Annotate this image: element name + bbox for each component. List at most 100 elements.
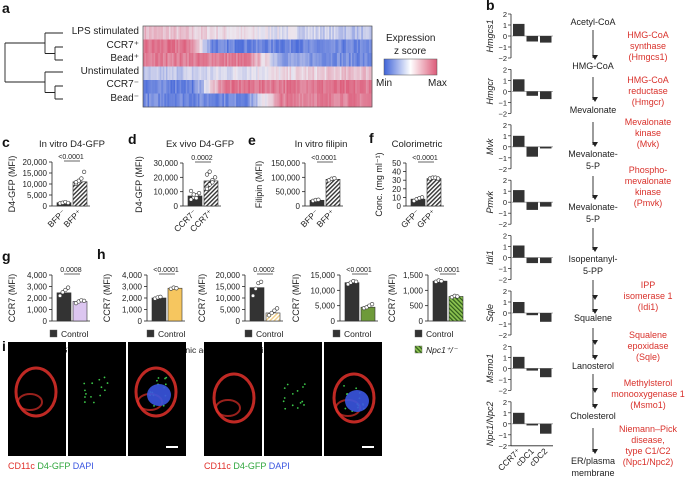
- heatmap-cell: [204, 93, 206, 108]
- heatmap-cell: [211, 53, 214, 67]
- heatmap-cell: [292, 80, 295, 94]
- d4-gfp-puncta: [164, 383, 167, 386]
- heatmap-cell: [147, 53, 150, 67]
- heatmap-cell: [295, 80, 298, 94]
- heatmap-cell: [368, 93, 371, 108]
- heatmap-cell: [152, 66, 154, 81]
- heatmap-cell: [158, 93, 161, 108]
- heatmap-cell: [346, 53, 348, 67]
- heatmap-cell: [284, 39, 287, 54]
- heatmap-cell: [214, 39, 217, 54]
- legend-swatch: [49, 329, 58, 338]
- legend-label: Control: [61, 329, 89, 339]
- heatmap-cell: [356, 39, 359, 54]
- heatmap-cell: [222, 93, 225, 108]
- heatmap-cell: [213, 53, 216, 67]
- heatmap-cell: [341, 80, 344, 94]
- heatmap-cell: [168, 39, 171, 54]
- heatmap-cell: [226, 80, 229, 94]
- heatmap-cell: [347, 66, 350, 81]
- chart-title: Colorimetric: [392, 139, 443, 150]
- heatmap-cell: [307, 93, 310, 108]
- heatmap-cell: [245, 53, 248, 67]
- heatmap-cell: [248, 93, 251, 108]
- heatmap-cell: [143, 39, 145, 54]
- heatmap-cell: [152, 26, 154, 40]
- heatmap-cell: [263, 93, 266, 108]
- heatmap-cell: [349, 26, 351, 40]
- heatmap-cell: [196, 80, 199, 94]
- heatmap-cell: [318, 66, 321, 81]
- heatmap-cell: [309, 66, 312, 81]
- heatmap-cell: [185, 93, 188, 108]
- legend-max-label: Max: [428, 78, 447, 89]
- heatmap-cell: [164, 80, 167, 94]
- heatmap-cell: [191, 39, 194, 54]
- heatmap-cell: [301, 53, 304, 67]
- scale-bar: [166, 446, 178, 448]
- heatmap-cell: [330, 26, 333, 40]
- heatmap-cell: [341, 66, 344, 81]
- heatmap-cell: [213, 80, 216, 94]
- heatmap-cell: [150, 93, 153, 108]
- d4-gfp-puncta: [301, 400, 304, 403]
- heatmap-cell: [350, 93, 353, 108]
- heatmap-cell: [342, 39, 345, 54]
- heatmap-row-label: LPS stimulated: [71, 26, 139, 37]
- heatmap-cell: [364, 80, 367, 94]
- heatmap-cell: [359, 80, 362, 94]
- heatmap-cell: [208, 93, 211, 108]
- y-axis-label: CCR7 (MFI): [102, 274, 112, 323]
- panel-letter-i: i: [2, 338, 6, 354]
- cell-membrane: [14, 366, 58, 418]
- heatmap-cell: [355, 39, 358, 54]
- heatmap-cell: [317, 66, 319, 81]
- y-tick-label: 10,000: [216, 294, 241, 303]
- d4-gfp-puncta: [157, 377, 160, 379]
- heatmap-cell: [249, 53, 252, 67]
- heatmap-cell: [313, 39, 316, 54]
- heatmap-cell: [242, 26, 245, 40]
- data-point: [250, 293, 256, 298]
- heatmap-cell: [236, 39, 238, 54]
- heatmap-cell: [262, 93, 264, 108]
- heatmap-cell: [144, 80, 147, 94]
- heatmap-cell: [188, 93, 191, 108]
- y-tick-label: −2: [498, 331, 507, 340]
- heatmap-cell: [358, 39, 361, 54]
- y-tick-label: 15,000: [311, 271, 336, 280]
- heatmap-cell: [185, 53, 188, 67]
- heatmap-cell: [159, 66, 162, 81]
- heatmap-cell: [327, 93, 330, 108]
- heatmap-cell: [318, 26, 321, 40]
- heatmap-cell: [194, 66, 197, 81]
- heatmap-cell: [292, 26, 295, 40]
- heatmap-cell: [335, 66, 338, 81]
- p-value-label: <0.0001: [153, 267, 179, 274]
- heatmap-cell: [143, 26, 145, 40]
- p-value-label: <0.0001: [412, 155, 438, 162]
- bar: [540, 368, 552, 378]
- heatmap-cell: [187, 53, 190, 67]
- heatmap-cell: [353, 39, 356, 54]
- heatmap-cell: [361, 93, 364, 108]
- data-point: [158, 294, 163, 299]
- y-tick-label: 20,000: [216, 271, 241, 280]
- heatmap-cell: [233, 66, 235, 81]
- heatmap-cell: [191, 80, 194, 94]
- heatmap-cell: [156, 26, 159, 40]
- legend-swatch: [414, 345, 423, 354]
- heatmap-cell: [364, 53, 367, 67]
- heatmap-cell: [197, 26, 200, 40]
- heatmap-cell: [234, 80, 237, 94]
- heatmap-cell: [155, 93, 158, 108]
- y-tick-label: −1: [498, 431, 507, 440]
- heatmap-cell: [300, 39, 303, 54]
- data-point: [57, 293, 63, 298]
- heatmap-cell: [329, 66, 332, 81]
- heatmap-cell: [324, 93, 327, 108]
- heatmap-cell: [278, 53, 281, 67]
- heatmap-cell: [313, 66, 316, 81]
- heatmap-cell: [172, 39, 174, 54]
- metabolite: Cholesterol: [570, 411, 616, 421]
